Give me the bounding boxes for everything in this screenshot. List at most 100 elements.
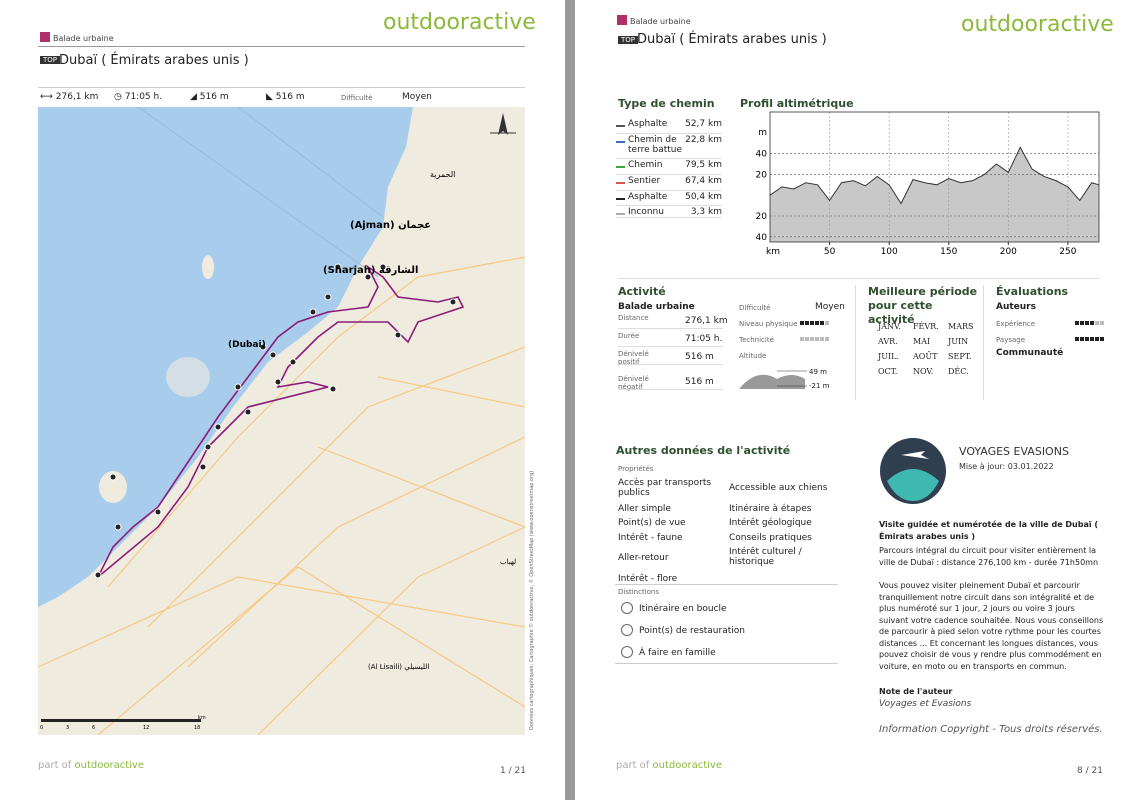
rating-dot [810, 321, 814, 325]
stat-distance: ⟷ 276,1 km [40, 92, 99, 102]
section-title: Meilleure période pour cette activité [868, 285, 978, 326]
sea-line [237, 107, 384, 218]
activity-value: 276,1 km [685, 316, 728, 326]
sea-line [137, 107, 379, 278]
rating-dot [820, 321, 824, 325]
property: Point(s) de vue [618, 518, 686, 528]
author-name: VOYAGES EVASIONS [959, 445, 1069, 458]
divider [855, 285, 856, 400]
y-tick-label: 40 [756, 150, 768, 160]
month: MAI [913, 337, 931, 346]
properties-label: Propriétés [618, 465, 654, 473]
community: Communauté [996, 348, 1064, 358]
activity-label: Durée [618, 332, 640, 340]
value: 276,1 km [55, 92, 99, 102]
path-type-value: 79,5 km [685, 160, 722, 170]
rule [616, 133, 722, 134]
altitude-min: -21 m [809, 382, 830, 390]
island [202, 255, 214, 279]
property: Aller simple [618, 504, 671, 514]
value: 71:05 h. [124, 92, 163, 102]
rating-dot [815, 337, 819, 341]
note-author: Voyages et Evasions [879, 699, 972, 709]
brand: outdooractive [961, 12, 1114, 37]
y-tick-label: 20 [756, 170, 768, 180]
stats-rule [38, 87, 525, 88]
rating-dot [1095, 337, 1099, 341]
month: AVR. [878, 337, 898, 346]
property: Intérêt - flore [618, 574, 678, 584]
stat-ascent: ◢ 516 m [190, 92, 229, 102]
physical-label: Niveau physique [739, 320, 798, 328]
month: JUIL. [878, 352, 899, 361]
rating-dot [1075, 321, 1079, 325]
description-heading: Visite guidée et numérotée de la ville d… [879, 520, 1099, 541]
altitude-icon [739, 370, 807, 389]
scale-bar [41, 719, 201, 722]
divider [983, 285, 984, 400]
map-label: الحمرية [430, 170, 455, 179]
altitude-label: Altitude [739, 352, 767, 360]
month: NOV. [913, 367, 934, 376]
rule [615, 663, 838, 664]
rating-dot [1090, 337, 1094, 341]
copyright-strip: Données cartographiques: Cartographie © … [528, 471, 535, 730]
activity-label: Distance [618, 314, 649, 322]
rating-dot [1085, 337, 1089, 341]
property: Intérêt culturel / historique [729, 547, 802, 567]
footer-brand-name: outdooractive [74, 760, 144, 771]
rating-dot [825, 337, 829, 341]
property: Conseils pratiques [729, 533, 812, 543]
property: Intérêt géologique [729, 518, 812, 528]
distinction: Itinéraire en boucle [639, 604, 727, 614]
path-type-name: Inconnu [628, 207, 664, 217]
rule [615, 584, 838, 585]
rule [618, 278, 1100, 279]
rating-dot [1075, 337, 1079, 341]
rating-dot [800, 337, 804, 341]
experience-label: Expérience [996, 320, 1036, 328]
property: Intérêt - faune [618, 533, 683, 543]
difficulty: Moyen [815, 302, 845, 312]
difficulty: Moyen [402, 92, 432, 102]
rule [616, 190, 722, 191]
scale-label: 18 [194, 725, 200, 731]
y-unit: m [758, 128, 767, 138]
plot-frame [769, 111, 1100, 243]
rule [618, 346, 723, 347]
scale-label: 0 [40, 725, 43, 731]
x-tick-label: 250 [1059, 247, 1076, 257]
section-title: Profil altimétrique [740, 97, 854, 110]
copyright: Information Copyright - Tous droits rése… [879, 724, 1103, 735]
map-label: لهباب [500, 558, 516, 566]
category: Balade urbaine [53, 34, 114, 43]
elevation-area [770, 147, 1099, 242]
rule [616, 205, 722, 206]
path-type-name: Chemin de terre battue [628, 135, 683, 155]
rating-dot [810, 337, 814, 341]
brand: outdooractive [383, 10, 536, 35]
right-page: Balade urbaine TOP Dubaï ( Émirats arabe… [575, 0, 1140, 800]
activity-label: Dénivelé positif [618, 350, 649, 366]
category: Balade urbaine [630, 17, 691, 26]
y-tick-label: -20 [755, 212, 767, 222]
x-unit: km [766, 247, 780, 257]
path-type-value: 3,3 km [690, 207, 722, 217]
scale-label: 6 [92, 725, 95, 731]
value: 516 m [199, 92, 229, 102]
authors: Auteurs [996, 302, 1036, 312]
left-page: outdooractive Balade urbaine TOP Dubaï (… [0, 0, 565, 800]
route [97, 264, 465, 578]
x-tick-label: 50 [824, 247, 836, 257]
distinction-icon [621, 602, 633, 614]
badge: TOP [40, 56, 61, 64]
footer-brand-name: outdooractive [652, 760, 722, 771]
x-tick-label: 150 [940, 247, 957, 257]
author-logo [880, 438, 946, 504]
section-title: Activité [618, 285, 666, 298]
difficulty-label: Difficulté [341, 94, 373, 102]
month: OCT. [878, 367, 898, 376]
rule [616, 158, 722, 159]
author-updated: Mise à jour: 03.01.2022 [959, 462, 1054, 471]
description-body: Vous pouvez visiter pleinement Dubaï et … [879, 581, 1104, 671]
